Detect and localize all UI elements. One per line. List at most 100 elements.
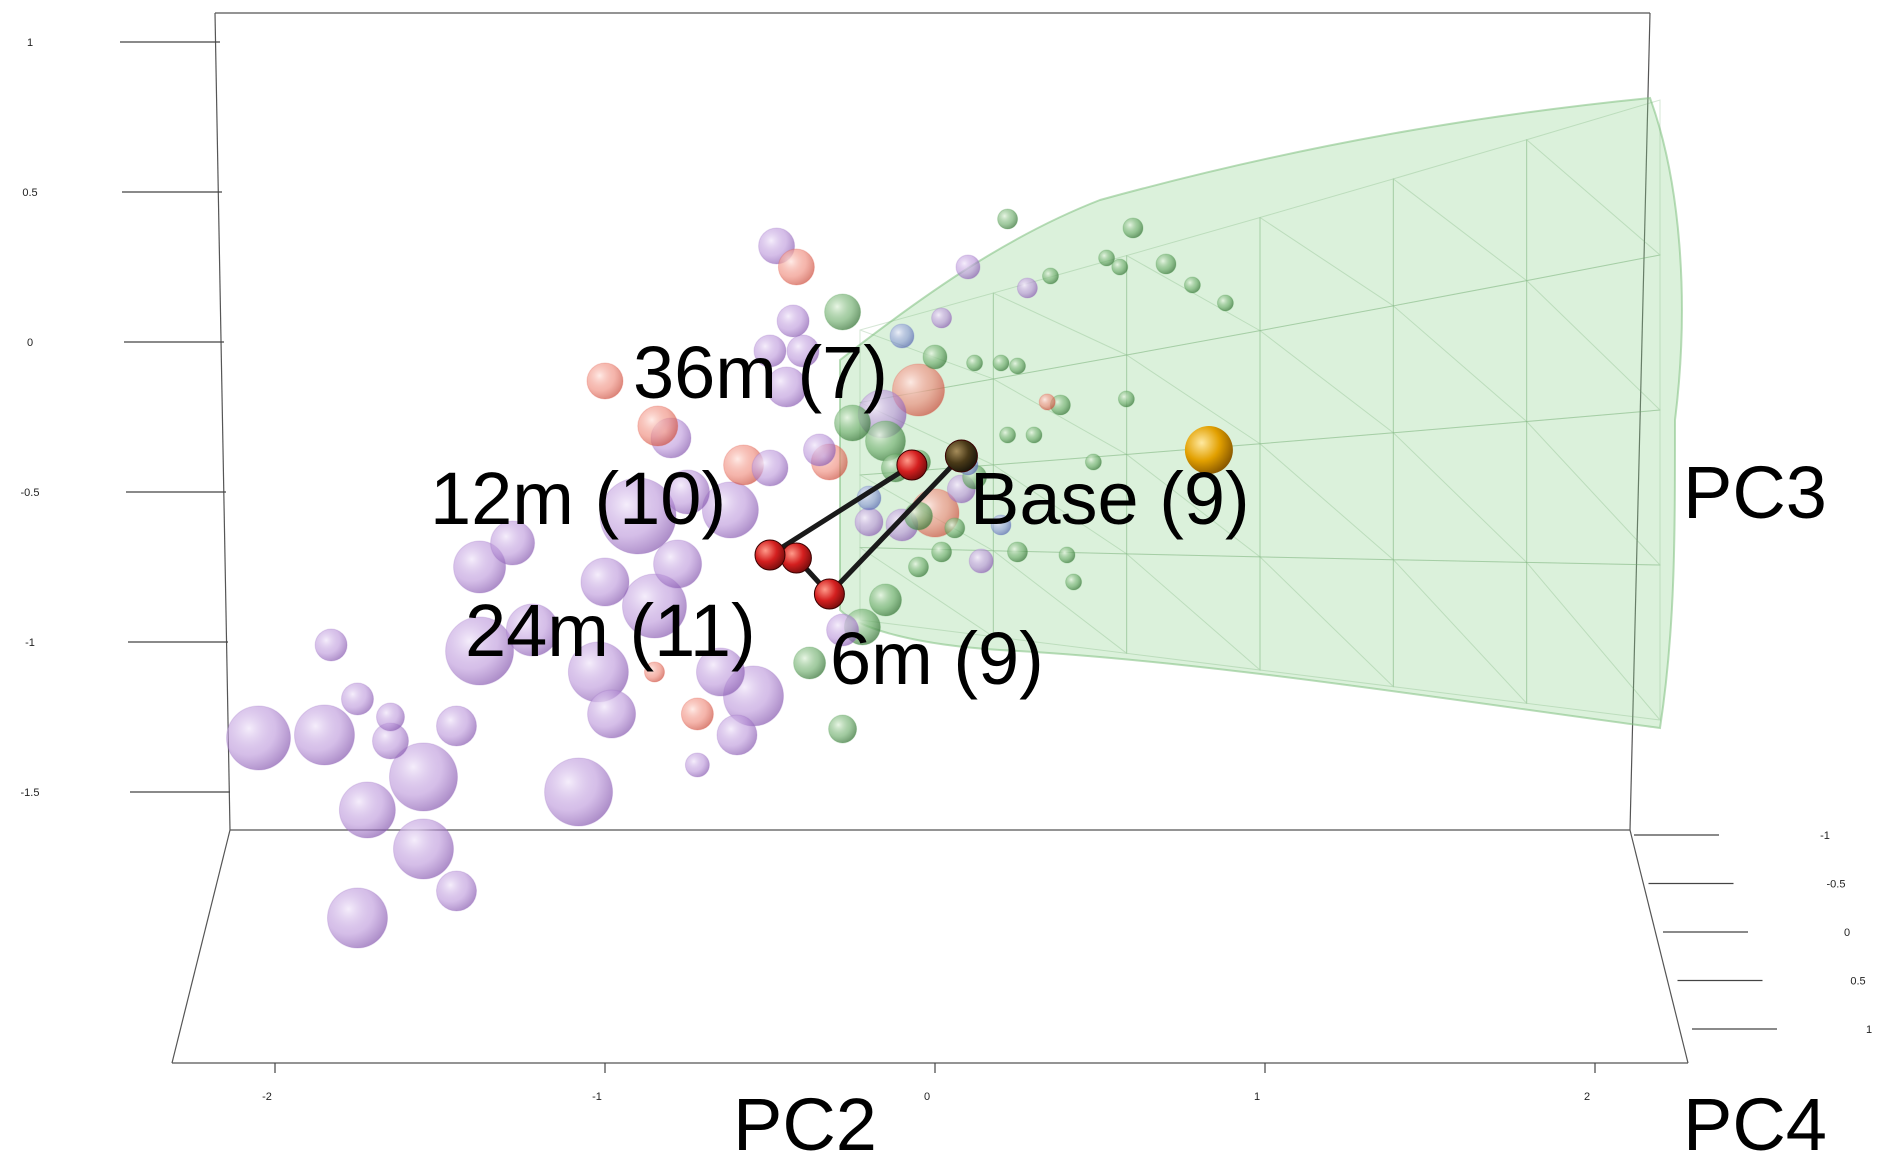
trajectory-segment (767, 462, 915, 558)
point-red (680, 697, 714, 731)
point-green (944, 517, 966, 539)
point-green (1058, 546, 1076, 564)
point-green (1111, 258, 1129, 276)
point-green (828, 714, 858, 744)
y-tick-label: -1.5 (21, 787, 40, 799)
point-purple (338, 781, 396, 839)
hull-mesh-cell (1392, 420, 1528, 563)
point-green (931, 541, 953, 563)
centroid-24m (754, 539, 786, 571)
point-green (824, 293, 862, 331)
hull-shape (839, 96, 1683, 730)
label-36m: 36m (7) (633, 331, 888, 414)
point-purple (580, 557, 630, 607)
point-green (1155, 253, 1177, 275)
hull-mesh-cell (1126, 216, 1261, 356)
point-purple (453, 540, 507, 594)
x-tick-label: -1 (592, 1091, 602, 1103)
point-purple (544, 757, 614, 827)
point-green (793, 646, 827, 680)
point-purple (294, 704, 355, 766)
y-axis-ticks: 1 0.5 0 -0.5 -1 -1.5 (21, 37, 230, 799)
x-tick-label: 2 (1584, 1091, 1590, 1103)
point-purple (490, 520, 536, 566)
hull-mesh-cell (1126, 553, 1261, 671)
plot-frame (171, 12, 1689, 1064)
point-purple (341, 682, 374, 716)
point-purple (505, 603, 559, 657)
point-purple (968, 548, 994, 574)
z-tick-label: 0 (1844, 927, 1850, 939)
x-axis-ticks: -2 -1 0 1 2 (262, 1063, 1596, 1103)
point-purple (753, 334, 787, 368)
centroid-36m (896, 449, 928, 481)
z-tick-label: 0.5 (1850, 976, 1865, 988)
point-purple (436, 705, 477, 747)
centroid-6m (813, 578, 845, 610)
point-green (1098, 249, 1116, 267)
point-purple (653, 539, 703, 589)
point-green (1007, 541, 1028, 563)
point-green (1042, 267, 1059, 285)
point-purple (599, 477, 677, 555)
axis-title-pc4: PC4 (1683, 1083, 1827, 1165)
point-purple (684, 752, 710, 778)
point-purple (376, 702, 405, 732)
point-green (999, 426, 1017, 444)
hull-mesh-cell (1392, 559, 1528, 704)
y-tick-label: 0 (27, 337, 33, 349)
trajectory-segment (826, 453, 964, 597)
point-purple (931, 307, 953, 329)
hull-mesh-cell (1526, 254, 1661, 423)
z-tick-label: 1 (1866, 1024, 1872, 1036)
point-green (966, 354, 984, 372)
point-purple (955, 254, 981, 280)
point-red (1038, 393, 1056, 411)
point-purple (445, 616, 515, 686)
point-green (834, 404, 871, 442)
axis-title-pc3: PC3 (1683, 451, 1827, 534)
point-red (644, 661, 665, 683)
hull-mesh-cell (1259, 178, 1394, 332)
hull-surface (839, 96, 1683, 730)
point-purple (665, 469, 710, 515)
y-tick-label: -1 (25, 637, 35, 649)
point-purple (587, 689, 637, 739)
y-tick-label: 0.5 (22, 187, 37, 199)
y-tick-label: -0.5 (21, 487, 40, 499)
z-axis-ticks: -1 -0.5 0 0.5 1 (1634, 830, 1872, 1036)
hull-mesh-cell (1259, 432, 1394, 561)
hull-mesh-cell (1392, 280, 1528, 434)
point-purple (803, 433, 836, 467)
point-green (1117, 390, 1135, 408)
hull-mesh-cell (1259, 556, 1394, 688)
point-green (869, 583, 902, 617)
point-red (777, 248, 815, 286)
point-purple (766, 366, 807, 408)
point-purple (716, 714, 758, 756)
point-purple (701, 481, 759, 539)
point-purple (314, 628, 348, 662)
point-purple (327, 887, 388, 949)
point-purple (776, 304, 810, 338)
centroid-12m (780, 542, 812, 574)
z-tick-label: -1 (1820, 830, 1830, 842)
hull-mesh-cell (992, 354, 1128, 466)
point-green (1025, 426, 1043, 444)
trajectory-layer (754, 439, 978, 610)
point-green (922, 344, 948, 370)
point-green (1065, 573, 1083, 591)
point-purple (751, 449, 789, 487)
point-purple (622, 573, 687, 639)
label-12m: 12m (10) (430, 457, 726, 540)
hull-mesh-cell (1526, 409, 1661, 566)
point-red (586, 362, 624, 400)
hull-mesh-cell (1126, 330, 1261, 455)
point-green (992, 354, 1010, 372)
point-green (1122, 217, 1144, 239)
y-tick-label: 1 (27, 37, 33, 49)
point-purple (393, 818, 454, 880)
x-tick-label: 1 (1254, 1091, 1260, 1103)
point-green (1216, 294, 1234, 312)
